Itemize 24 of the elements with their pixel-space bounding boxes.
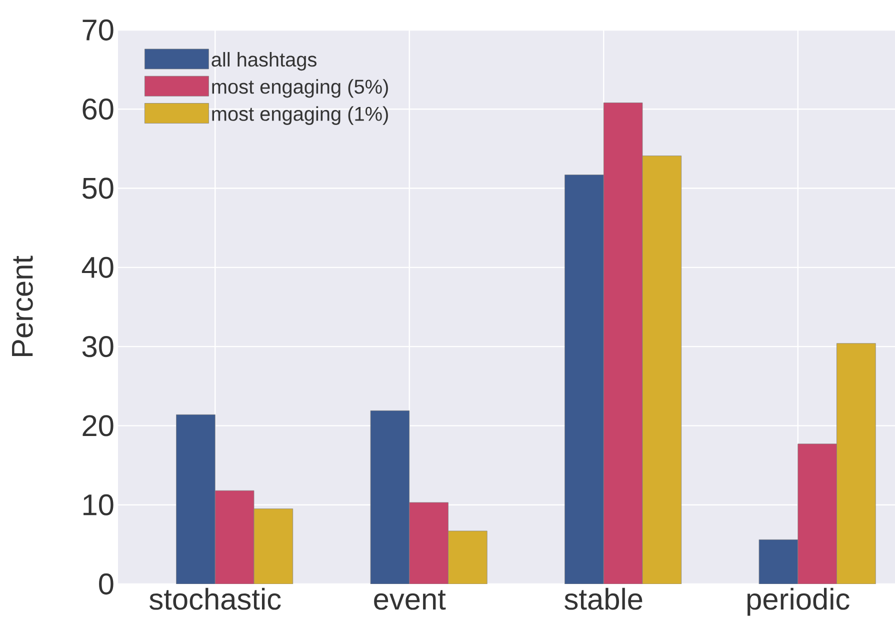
y-tick-label: 70 xyxy=(82,19,114,41)
y-tick-label: 30 xyxy=(82,336,114,358)
legend-label: most engaging (1%) xyxy=(212,106,388,125)
y-tick-label: 20 xyxy=(82,415,114,436)
bar xyxy=(214,490,254,584)
bar xyxy=(176,414,216,584)
x-tick-label: stable xyxy=(564,588,642,610)
y-tick-label: 10 xyxy=(84,494,114,516)
bar xyxy=(758,539,798,584)
bar xyxy=(603,102,643,584)
legend-label: most engaging (5%) xyxy=(212,79,388,98)
bar xyxy=(798,444,837,584)
x-tick-label: periodic xyxy=(747,588,850,616)
y-tick-label: 0 xyxy=(99,573,114,595)
x-tick-label: stochastic xyxy=(150,588,281,610)
bar xyxy=(370,410,410,584)
legend-label: all hashtags xyxy=(212,52,316,71)
y-tick-label: 40 xyxy=(82,256,114,278)
y-axis-title: Percent xyxy=(12,256,33,356)
x-tick-label: event xyxy=(374,590,446,610)
bar xyxy=(409,502,448,584)
y-tick-label: 60 xyxy=(82,98,114,120)
y-tick-label: 50 xyxy=(82,178,114,199)
bar xyxy=(564,174,604,584)
